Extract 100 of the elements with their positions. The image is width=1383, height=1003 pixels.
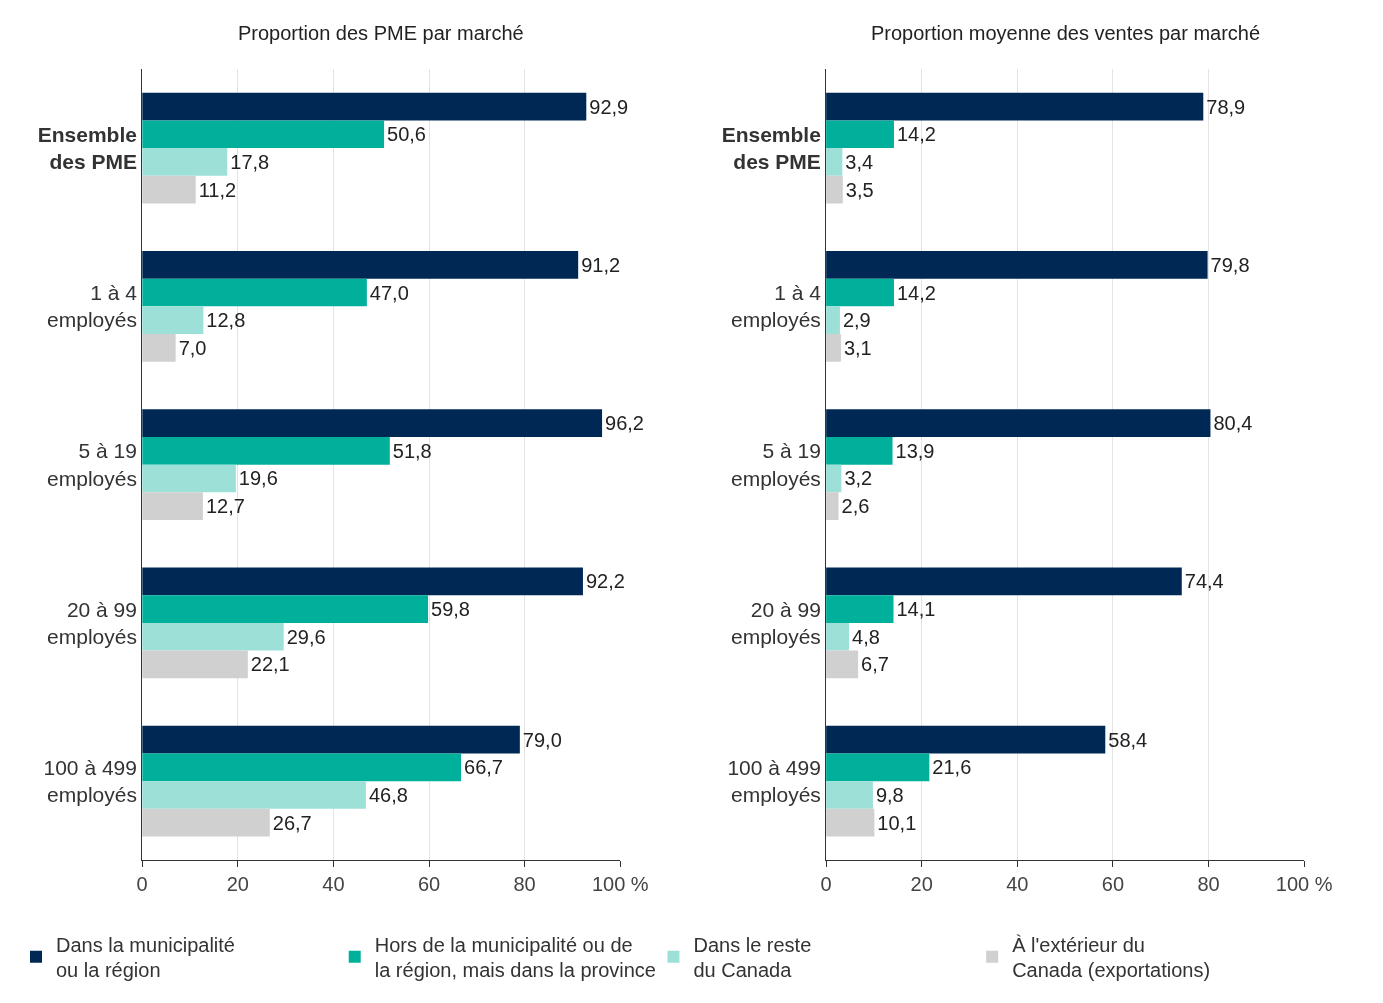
data-label: 12,8 <box>206 309 246 332</box>
data-label: 6,7 <box>861 653 889 676</box>
bar <box>142 278 367 307</box>
data-label: 46,8 <box>368 784 408 807</box>
data-label: 66,7 <box>464 756 503 779</box>
legend-label: À l'extérieur du Canada (exportations) <box>1012 933 1211 982</box>
data-label: 14,2 <box>896 281 936 304</box>
bar <box>826 306 840 335</box>
data-label: 14,1 <box>896 598 936 621</box>
bar <box>826 725 1106 754</box>
data-label: 22,1 <box>250 653 290 676</box>
x-tick-label: 40 <box>1006 873 1029 896</box>
y-tick-label: Ensemble des PME <box>721 122 821 174</box>
x-tick-label: 20 <box>226 873 249 896</box>
x-tick-label: 60 <box>1101 873 1125 896</box>
data-label: 2,6 <box>841 495 870 518</box>
x-tick-label: 100 % <box>591 873 649 896</box>
bar <box>142 436 390 465</box>
bar <box>142 650 248 679</box>
bar <box>142 781 366 809</box>
data-label: 91,2 <box>581 253 621 276</box>
x-tick-label: 0 <box>136 873 148 896</box>
bar <box>142 409 603 437</box>
bar <box>142 595 429 623</box>
x-tick-label: 20 <box>910 873 933 896</box>
data-label: 58,4 <box>1108 728 1148 751</box>
data-label: 3,5 <box>845 178 874 201</box>
bar <box>142 464 236 493</box>
y-tick-label: 1 à 4 employés <box>47 281 138 332</box>
data-label: 92,9 <box>589 95 629 118</box>
data-label: 78,9 <box>1206 95 1246 118</box>
bar <box>142 622 284 651</box>
bar <box>826 120 894 149</box>
data-label: 50,6 <box>387 123 427 146</box>
bar <box>826 622 850 651</box>
bar <box>142 92 587 121</box>
data-label: 7,0 <box>178 336 207 359</box>
data-label: 3,2 <box>844 467 873 490</box>
bar <box>826 650 859 679</box>
bar <box>826 92 1204 121</box>
y-tick-label: 100 à 499 employés <box>727 755 821 807</box>
bar <box>826 278 894 307</box>
bar <box>142 492 203 521</box>
data-label: 10,1 <box>877 811 917 834</box>
data-label: 19,6 <box>238 467 278 490</box>
data-label: 29,6 <box>286 625 326 648</box>
bar <box>142 567 583 596</box>
bar <box>142 753 462 782</box>
data-label: 11,2 <box>198 178 237 201</box>
bar <box>826 781 873 809</box>
y-tick-label: 20 à 99 employés <box>47 597 137 648</box>
bar <box>826 409 1211 437</box>
data-label: 9,8 <box>875 784 904 807</box>
chart-title: Proportion moyenne des ventes par marché <box>871 22 1261 44</box>
bar <box>826 436 893 465</box>
x-tick-label: 60 <box>417 873 441 896</box>
y-tick-label: 5 à 19 employés <box>47 439 137 490</box>
data-label: 79,8 <box>1210 253 1250 276</box>
data-label: 14,2 <box>896 123 936 146</box>
data-label: 4,8 <box>852 625 880 648</box>
bar <box>142 148 228 176</box>
data-label: 17,8 <box>230 150 270 173</box>
x-tick-label: 80 <box>513 873 536 896</box>
bar <box>826 567 1182 596</box>
data-label: 12,7 <box>205 495 245 518</box>
bar <box>826 492 839 521</box>
y-tick-label: 100 à 499 employés <box>43 755 137 807</box>
data-label: 26,7 <box>272 811 312 834</box>
data-label: 80,4 <box>1213 412 1253 435</box>
bar <box>826 595 894 623</box>
chart-title: Proportion des PME par marché <box>238 22 524 44</box>
bar <box>826 334 841 362</box>
y-tick-label: 20 à 99 employés <box>730 597 821 648</box>
bar <box>826 753 930 782</box>
bar <box>826 250 1208 279</box>
data-label: 2,9 <box>842 309 871 332</box>
bar <box>142 725 520 754</box>
data-label: 59,8 <box>431 598 470 621</box>
data-label: 21,6 <box>932 756 972 779</box>
x-tick-label: 40 <box>322 873 345 896</box>
y-tick-label: 1 à 4 employés <box>730 281 822 332</box>
data-label: 79,0 <box>522 728 562 751</box>
bar <box>142 120 385 149</box>
bar <box>142 334 176 362</box>
legend-label: Hors de la municipalité ou de la région, mais dans la province <box>374 933 656 982</box>
data-label: 51,8 <box>392 439 432 462</box>
data-label: 13,9 <box>895 439 935 462</box>
bar <box>142 808 270 837</box>
data-label: 3,4 <box>845 150 874 173</box>
legend-label: Dans la municipalité ou la région <box>56 933 235 982</box>
bar <box>142 175 196 204</box>
data-label: 47,0 <box>369 281 409 304</box>
legend-label: Dans le reste du Canada <box>693 933 812 982</box>
y-tick-label: 5 à 19 employés <box>730 439 821 490</box>
bar <box>826 808 875 837</box>
bar <box>826 148 843 176</box>
data-label: 3,1 <box>843 336 872 359</box>
bar <box>142 250 579 279</box>
bar <box>142 306 204 335</box>
y-tick-label: Ensemble des PME <box>37 122 137 174</box>
